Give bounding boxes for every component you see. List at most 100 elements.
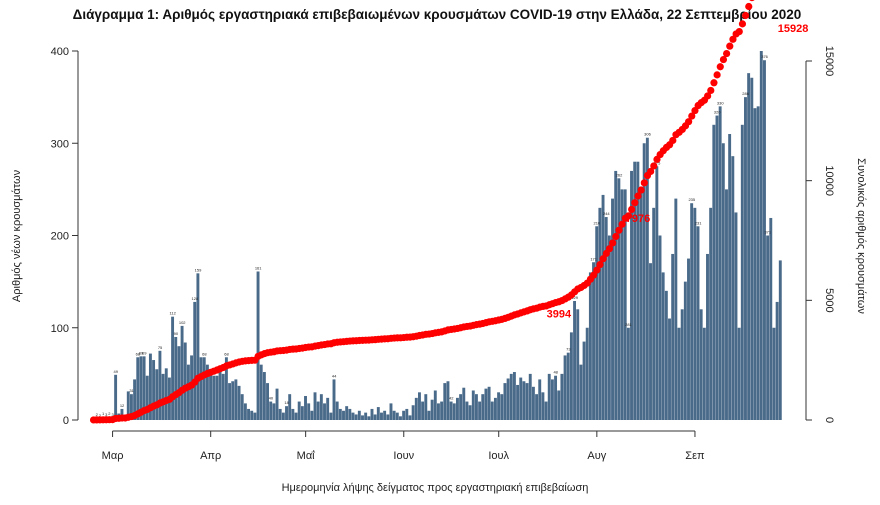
bar-label: 44	[332, 373, 337, 378]
bar	[449, 401, 453, 420]
bar	[503, 383, 507, 420]
bar-label: 2	[108, 411, 111, 416]
bar	[538, 379, 542, 420]
bar	[414, 397, 418, 420]
x-tick-label: Σεπ	[685, 450, 705, 462]
bar	[278, 408, 282, 420]
cumulative-point	[713, 71, 721, 79]
bar	[342, 410, 345, 420]
bar	[617, 178, 621, 420]
bar	[769, 217, 773, 420]
bar-label: 42	[449, 396, 454, 401]
bar	[329, 412, 333, 420]
bar	[512, 372, 516, 420]
bar	[699, 309, 703, 420]
cumulative-point	[723, 49, 731, 58]
bar	[541, 392, 545, 420]
bar	[696, 226, 700, 420]
cumulative-line	[89, 0, 755, 424]
bar-label: 231	[695, 220, 702, 225]
bar	[702, 327, 706, 420]
bar	[389, 403, 393, 420]
bar	[212, 375, 216, 420]
bar	[234, 379, 238, 420]
bar	[759, 51, 763, 420]
bar	[683, 281, 687, 421]
bar	[753, 108, 757, 420]
bar	[601, 194, 605, 420]
left-tick-label: 200	[51, 231, 69, 243]
cumulative-point	[735, 27, 743, 36]
left-tick-label: 300	[51, 138, 69, 150]
bar	[687, 258, 690, 420]
bar	[639, 189, 643, 421]
cumulative-label: 3994	[547, 308, 572, 320]
bar	[240, 394, 244, 420]
bar-label: 48	[553, 370, 558, 375]
bar	[386, 414, 390, 420]
bar	[544, 401, 548, 420]
bar-label: 371	[764, 230, 771, 235]
bar	[763, 60, 766, 420]
bar	[205, 364, 209, 420]
cumulative-point	[685, 118, 693, 126]
bar	[721, 143, 725, 420]
bar	[177, 346, 181, 420]
bar	[569, 332, 573, 420]
x-tick-label: Αυγ	[587, 450, 606, 462]
x-tick-label: Ιουλ	[488, 450, 509, 462]
right-tick-label: 15000	[823, 46, 835, 77]
bar	[734, 212, 738, 420]
bar	[357, 410, 361, 420]
cumulative-label: 7976	[626, 213, 650, 225]
cumulative-point	[605, 245, 614, 253]
x-tick-label: Μαΐ	[297, 450, 316, 462]
bar	[778, 260, 782, 420]
bar	[148, 353, 152, 420]
bar-label: 161	[255, 265, 262, 270]
bar	[427, 410, 431, 420]
bar	[531, 386, 535, 420]
cumulative-point	[609, 239, 617, 247]
bar	[661, 272, 665, 420]
bar	[630, 170, 633, 420]
bar	[598, 207, 602, 420]
bar	[307, 403, 311, 420]
bar-label: 159	[195, 267, 202, 272]
bar	[452, 403, 456, 420]
bar	[269, 401, 273, 420]
bar	[731, 156, 735, 421]
bar	[383, 410, 387, 420]
x-tick-label: Απρ	[200, 450, 221, 462]
bar	[158, 350, 162, 420]
bar	[740, 124, 744, 421]
bar	[585, 327, 589, 420]
cumulative-point	[596, 261, 604, 269]
bar	[500, 394, 504, 420]
bar	[221, 373, 225, 421]
left-y-axis-title: Αριθμός νέων κρουσμάτων	[11, 169, 23, 302]
bar	[218, 369, 222, 420]
bar	[484, 388, 488, 420]
bar	[525, 383, 529, 420]
bar	[744, 97, 747, 421]
x-axis-title: Ημερομηνία λήψης δείγματος προς εργαστηρ…	[282, 482, 589, 494]
bar	[633, 161, 637, 420]
bar	[164, 368, 168, 420]
bar-label: 3	[105, 412, 108, 417]
bar	[361, 415, 364, 420]
left-tick-label: 0	[63, 415, 69, 427]
right-y-axis-title: Συνολικός αριθμός κρουσμάτων	[855, 158, 867, 314]
bar	[750, 77, 754, 420]
cumulative-point	[669, 136, 677, 145]
bar	[626, 327, 630, 420]
bar	[193, 301, 197, 420]
bar	[319, 394, 323, 420]
bar	[459, 394, 463, 420]
bar	[775, 301, 779, 420]
bar	[772, 327, 776, 420]
bar	[285, 406, 288, 420]
cumulative-point	[628, 205, 636, 214]
bar	[421, 401, 425, 420]
cumulative-point	[738, 20, 747, 28]
